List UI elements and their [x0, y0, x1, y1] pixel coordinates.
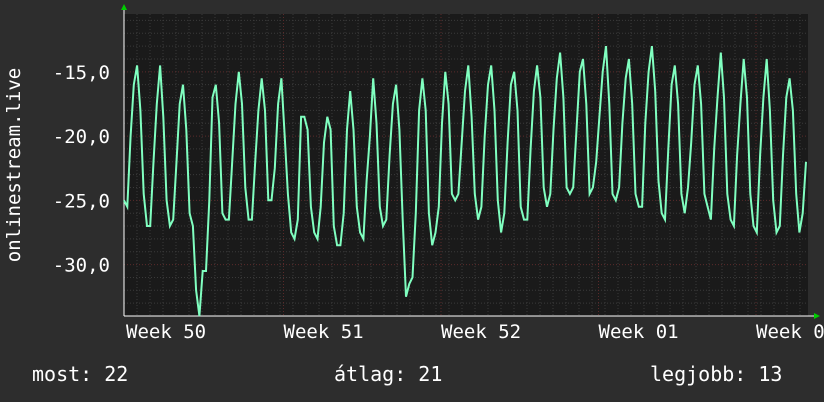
x-tick-label: Week 01 — [599, 321, 679, 343]
x-tick-label: Week 51 — [284, 321, 364, 343]
stat-current: most: 22 — [32, 362, 129, 386]
axes — [121, 4, 820, 319]
series-line — [123, 45, 807, 317]
stat-average: átlag: 21 — [334, 362, 443, 386]
minor-grid — [124, 14, 808, 317]
x-tick-label: Week 50 — [126, 321, 206, 343]
y-tick-label: -20,0 — [53, 126, 110, 148]
y-tick-label: -30,0 — [53, 255, 110, 277]
y-tick-label: -15,0 — [53, 62, 110, 84]
y-tick-label: -25,0 — [53, 190, 110, 212]
y-axis-label: onlinestream.live — [3, 68, 25, 262]
x-tick-label: Week 02 — [756, 321, 824, 343]
stat-best: legjobb: 13 — [650, 362, 783, 386]
x-axis-arrow — [814, 313, 820, 319]
x-tick-labels: Week 50 Week 51 Week 52 Week 01 Week 02 — [126, 321, 824, 343]
y-tick-labels: -15,0 -20,0 -25,0 -30,0 — [53, 62, 110, 277]
x-tick-label: Week 52 — [441, 321, 521, 343]
plot-area — [124, 14, 808, 316]
y-axis-arrow — [121, 4, 127, 10]
